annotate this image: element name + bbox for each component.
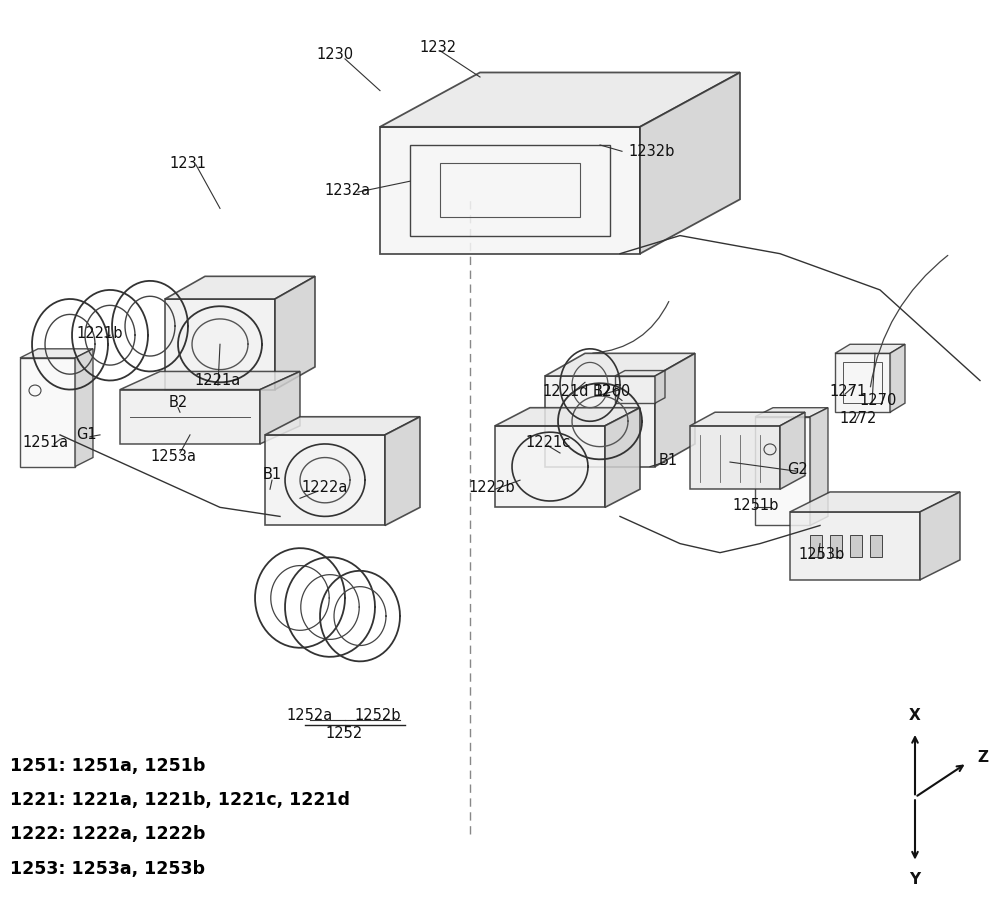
- Polygon shape: [810, 408, 828, 525]
- Text: 1260: 1260: [593, 384, 631, 399]
- Text: 1251b: 1251b: [733, 498, 779, 513]
- Text: 1232a: 1232a: [325, 183, 371, 198]
- Polygon shape: [380, 127, 640, 254]
- Polygon shape: [835, 353, 890, 412]
- Polygon shape: [545, 353, 695, 376]
- Text: 1221a: 1221a: [195, 373, 241, 388]
- Text: 1272: 1272: [839, 411, 877, 426]
- Text: 1270: 1270: [859, 393, 897, 408]
- Text: X: X: [909, 708, 921, 723]
- Polygon shape: [655, 371, 665, 403]
- Polygon shape: [165, 276, 315, 299]
- Text: 1221b: 1221b: [77, 326, 123, 341]
- Polygon shape: [920, 492, 960, 580]
- Polygon shape: [790, 492, 960, 512]
- Polygon shape: [380, 72, 740, 127]
- Polygon shape: [260, 371, 300, 444]
- Polygon shape: [615, 371, 665, 376]
- Text: 1271: 1271: [829, 384, 867, 399]
- Polygon shape: [640, 72, 740, 254]
- Text: 1222: 1222a, 1222b: 1222: 1222a, 1222b: [10, 825, 205, 843]
- Polygon shape: [655, 353, 695, 467]
- Polygon shape: [20, 358, 75, 467]
- Bar: [870, 535, 882, 557]
- Text: 1252: 1252: [325, 727, 363, 741]
- Polygon shape: [265, 435, 385, 525]
- Text: G1: G1: [76, 428, 96, 442]
- Text: 1222b: 1222b: [469, 480, 515, 495]
- Polygon shape: [165, 299, 275, 390]
- Text: B2: B2: [592, 384, 612, 399]
- Text: Y: Y: [909, 872, 921, 887]
- Text: 1221c: 1221c: [525, 435, 571, 449]
- Text: B1: B1: [262, 467, 282, 482]
- Text: 1253a: 1253a: [150, 449, 196, 464]
- Polygon shape: [275, 276, 315, 390]
- Text: 1251: 1251a, 1251b: 1251: 1251a, 1251b: [10, 757, 205, 775]
- Polygon shape: [690, 426, 780, 489]
- Text: 1232: 1232: [419, 40, 457, 54]
- Polygon shape: [690, 412, 805, 426]
- Polygon shape: [495, 408, 640, 426]
- Polygon shape: [20, 349, 93, 358]
- Text: 1253b: 1253b: [799, 547, 845, 562]
- Polygon shape: [790, 512, 920, 580]
- Text: 1222a: 1222a: [302, 480, 348, 495]
- Polygon shape: [265, 417, 420, 435]
- Polygon shape: [120, 371, 300, 390]
- Polygon shape: [835, 344, 905, 353]
- Polygon shape: [385, 417, 420, 525]
- Text: Z: Z: [977, 750, 988, 765]
- Polygon shape: [615, 376, 655, 403]
- Text: G2: G2: [788, 462, 808, 477]
- Polygon shape: [75, 349, 93, 467]
- Bar: [850, 535, 862, 557]
- Bar: [830, 535, 842, 557]
- Polygon shape: [780, 412, 805, 489]
- Polygon shape: [545, 376, 655, 467]
- Text: 1252a: 1252a: [287, 708, 333, 723]
- Text: 1251a: 1251a: [23, 435, 69, 449]
- Text: 1253: 1253a, 1253b: 1253: 1253a, 1253b: [10, 860, 205, 878]
- Text: 1232b: 1232b: [628, 144, 674, 159]
- Bar: [810, 535, 822, 557]
- Polygon shape: [755, 408, 828, 417]
- Polygon shape: [605, 408, 640, 507]
- Text: 1221d: 1221d: [543, 384, 589, 399]
- Polygon shape: [890, 344, 905, 412]
- Text: 1230: 1230: [316, 47, 354, 62]
- Polygon shape: [755, 417, 810, 525]
- Polygon shape: [495, 426, 605, 507]
- Polygon shape: [120, 390, 260, 444]
- Text: 1221: 1221a, 1221b, 1221c, 1221d: 1221: 1221a, 1221b, 1221c, 1221d: [10, 791, 350, 809]
- Text: B1: B1: [658, 453, 678, 467]
- Text: 1231: 1231: [170, 156, 207, 170]
- Text: B2: B2: [168, 395, 188, 410]
- Text: 1252b: 1252b: [355, 708, 401, 723]
